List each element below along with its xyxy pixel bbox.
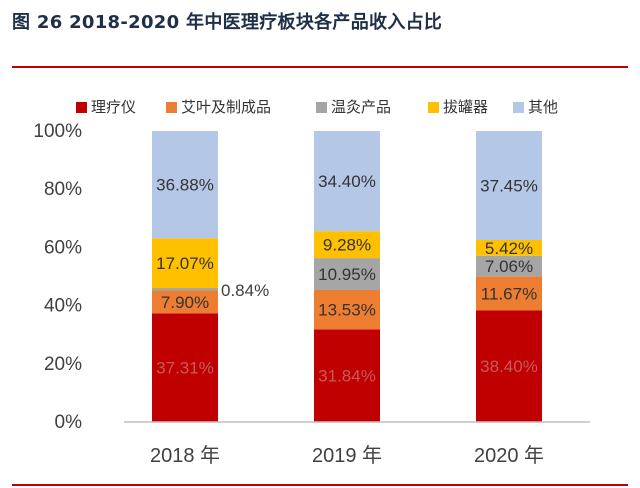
bar-segment: [476, 239, 542, 256]
x-axis: 2018 年 2019 年 2020 年: [150, 444, 544, 467]
data-label: 17.07%: [156, 254, 214, 273]
y-tick-label: 100%: [33, 121, 82, 142]
bar-segment: [314, 131, 380, 232]
x-tick-label: 2020 年: [474, 444, 544, 467]
data-label: 37.31%: [156, 359, 214, 378]
bar-segment: [314, 329, 380, 422]
legend-swatch: [76, 102, 87, 113]
legend-label: 拔罐器: [443, 99, 488, 116]
bar-segment: [476, 131, 542, 240]
bar-segment: [476, 276, 542, 311]
data-label: 31.84%: [318, 367, 376, 386]
x-tick-label: 2019 年: [312, 444, 382, 467]
data-label: 10.95%: [318, 265, 376, 284]
data-label: 13.53%: [318, 301, 376, 320]
data-label: 9.28%: [323, 236, 371, 255]
data-labels: 37.31% 7.90% 0.84% 17.07% 36.88% 31.84% 13.53%…: [156, 172, 538, 386]
legend-label: 温灸产品: [331, 99, 391, 116]
data-label: 34.40%: [318, 172, 376, 191]
x-tick-label: 2018 年: [150, 444, 220, 467]
y-tick-label: 60%: [44, 237, 82, 258]
top-rule: [12, 66, 628, 68]
bar-segment: [314, 258, 380, 290]
y-axis: 0% 20% 40% 60% 80% 100%: [33, 121, 82, 433]
legend-label: 理疗仪: [91, 99, 136, 116]
bottom-rule: [12, 484, 628, 486]
legend-swatch: [428, 102, 439, 113]
bar-segment: [314, 231, 380, 259]
bar-segment: [314, 289, 380, 330]
legend-swatch: [513, 102, 524, 113]
bar-stacks: [152, 131, 542, 422]
legend-label: 其他: [528, 99, 558, 116]
bar-segment: [152, 290, 218, 314]
y-tick-label: 0%: [55, 412, 83, 433]
legend-label: 艾叶及制成品: [181, 99, 271, 116]
bar-segment: [152, 287, 218, 291]
data-label: 5.42%: [485, 239, 533, 258]
data-label: 37.45%: [480, 176, 538, 195]
data-label: 7.90%: [161, 293, 209, 312]
legend-swatch: [316, 102, 327, 113]
bar-segment: [152, 313, 218, 422]
data-label: 7.06%: [485, 257, 533, 276]
y-tick-label: 20%: [44, 354, 82, 375]
data-label: 36.88%: [156, 176, 214, 195]
y-tick-label: 40%: [44, 296, 82, 317]
bar-segment: [152, 238, 218, 288]
legend-swatch: [166, 102, 177, 113]
data-label: 11.67%: [481, 284, 537, 303]
bar-segment: [476, 310, 542, 422]
data-label: 38.40%: [480, 357, 538, 376]
data-label: 0.84%: [221, 281, 269, 300]
y-tick-label: 80%: [44, 179, 82, 200]
bar-segment: [152, 131, 218, 239]
figure-title: 图 26 2018-2020 年中医理疗板块各产品收入占比: [12, 12, 443, 33]
bar-segment: [476, 255, 542, 277]
chart-legend: 理疗仪 艾叶及制成品 温灸产品 拔罐器 其他: [76, 99, 558, 116]
